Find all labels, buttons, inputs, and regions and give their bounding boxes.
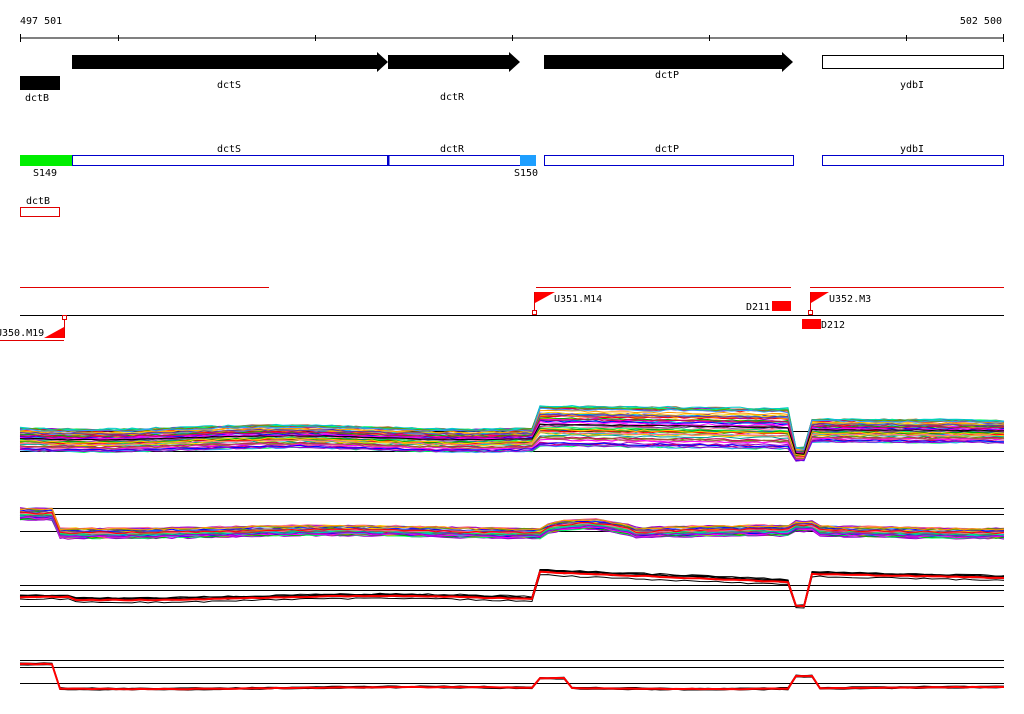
gene-dctS[interactable] bbox=[72, 52, 388, 72]
gene-dctP[interactable] bbox=[544, 52, 793, 72]
profile-line bbox=[19, 431, 1005, 458]
operon-label-ydbI: ydbI bbox=[900, 144, 924, 155]
terminator-D211[interactable] bbox=[772, 301, 791, 311]
gene-label-dctP: dctP bbox=[655, 70, 679, 81]
regulatory-track: U350.M19 U351.M14 U352.M3 D211 D212 bbox=[0, 287, 1004, 341]
profile-line bbox=[19, 424, 1005, 455]
operon-label-dctR: dctR bbox=[440, 144, 465, 155]
promoter-marker bbox=[532, 310, 537, 315]
terminator-label-D212: D212 bbox=[821, 320, 845, 331]
profile-line bbox=[19, 511, 1005, 535]
profile-line bbox=[19, 423, 1005, 455]
operon-segment-dctB[interactable] bbox=[20, 207, 60, 217]
operon-label-dctP: dctP bbox=[655, 144, 679, 155]
expression-panel-3 bbox=[19, 569, 1005, 609]
gene-label-ydbI: ydbI bbox=[900, 80, 924, 91]
profile-line bbox=[20, 440, 1005, 462]
gene-label-dctS: dctS bbox=[217, 80, 241, 91]
profile-line bbox=[19, 410, 1005, 450]
profile-line bbox=[19, 418, 1005, 454]
profile-line bbox=[19, 663, 1005, 691]
terminator-D212[interactable] bbox=[802, 319, 821, 329]
gene-ydbI[interactable] bbox=[822, 55, 1004, 69]
profile-line bbox=[19, 428, 1005, 457]
profile-line bbox=[19, 507, 1005, 531]
profile-line bbox=[19, 662, 1005, 691]
profile-line bbox=[19, 413, 1005, 453]
profile-line bbox=[19, 662, 1005, 690]
profile-line bbox=[19, 570, 1005, 608]
gene-dctB[interactable] bbox=[20, 76, 60, 90]
profile-line bbox=[19, 663, 1005, 691]
operon-segment-dctS[interactable] bbox=[72, 155, 388, 166]
coordinate-ruler: 497 501 502 500 bbox=[20, 16, 1004, 42]
promoter-flag-icon[interactable] bbox=[535, 292, 555, 303]
profile-line bbox=[19, 407, 1005, 450]
site-label-S150: S150 bbox=[514, 168, 538, 179]
gene-dctR[interactable] bbox=[388, 52, 520, 72]
promoter-flag-icon[interactable] bbox=[811, 292, 829, 303]
site-S149-box[interactable] bbox=[20, 155, 72, 166]
gene-label-dctB: dctB bbox=[25, 93, 49, 104]
profile-line bbox=[19, 404, 1005, 449]
promoter-label-U350: U350.M19 bbox=[0, 328, 44, 339]
expression-panel-4 bbox=[19, 660, 1005, 691]
profile-line bbox=[19, 417, 1005, 454]
profile-line bbox=[19, 507, 1005, 531]
expression-panel-1 bbox=[19, 404, 1005, 462]
profile-line bbox=[19, 571, 1005, 608]
operon-label-dctB: dctB bbox=[26, 196, 50, 207]
promoter-flag-icon[interactable] bbox=[44, 327, 64, 338]
profile-line bbox=[19, 435, 1005, 459]
gene-track: dctB dctS dctR dctP ydbI bbox=[20, 52, 1004, 104]
operon-segment-ydbI[interactable] bbox=[822, 155, 1004, 166]
promoter-label-U352: U352.M3 bbox=[829, 294, 871, 305]
expression-panel-2 bbox=[19, 507, 1005, 540]
profile-line bbox=[19, 436, 1005, 460]
promoter-marker bbox=[808, 310, 813, 315]
promoter-label-U351: U351.M14 bbox=[554, 294, 602, 305]
profile-line bbox=[19, 574, 1005, 609]
operon-segment-dctR[interactable] bbox=[388, 155, 521, 166]
site-S150-box[interactable] bbox=[520, 155, 536, 166]
profile-line bbox=[19, 515, 1005, 538]
site-label-S149: S149 bbox=[33, 168, 57, 179]
coord-end-label: 502 500 bbox=[960, 16, 1002, 27]
operon-label-dctS: dctS bbox=[217, 144, 241, 155]
profile-line bbox=[19, 569, 1004, 606]
operon-track: dctS dctR dctP ydbI S149 S150 dctB bbox=[20, 144, 1004, 217]
terminator-label-D211: D211 bbox=[746, 302, 770, 313]
profile-line bbox=[19, 438, 1005, 462]
profile-line bbox=[19, 419, 1005, 455]
coord-start-label: 497 501 bbox=[20, 16, 62, 27]
profile-line bbox=[19, 516, 1005, 539]
gene-label-dctR: dctR bbox=[440, 92, 465, 103]
promoter-marker bbox=[62, 315, 67, 320]
profile-line bbox=[19, 421, 1005, 454]
operon-segment-dctP[interactable] bbox=[544, 155, 794, 166]
